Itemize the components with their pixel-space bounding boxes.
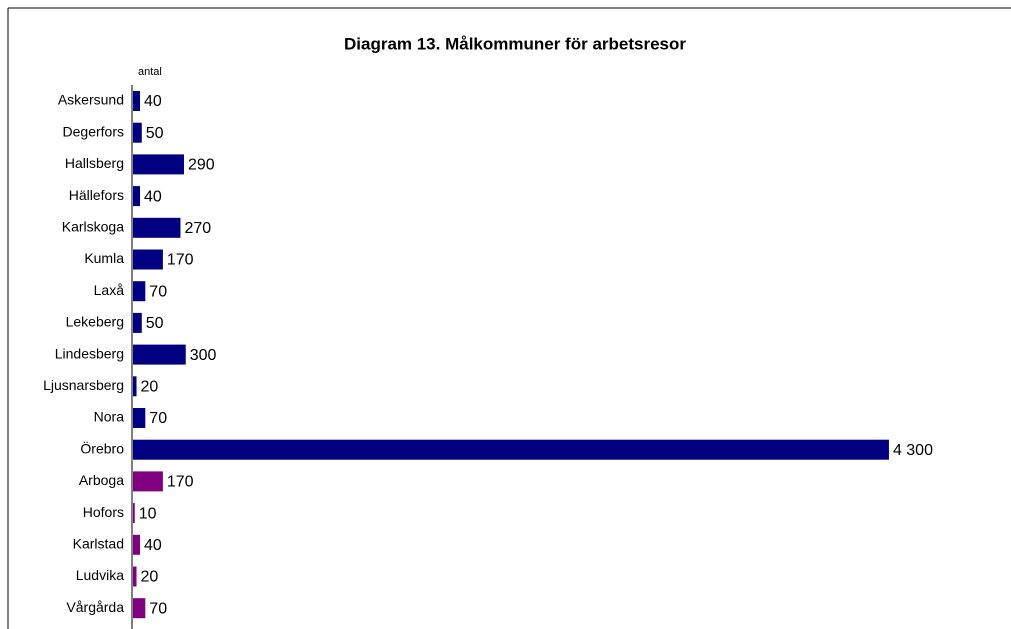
bar	[133, 91, 141, 111]
value-label: 70	[149, 283, 167, 300]
chart-title: Diagram 13. Målkommuner för arbetsresor	[344, 34, 686, 53]
category-label: Laxå	[94, 282, 125, 298]
category-label: Ljusnarsberg	[43, 377, 124, 393]
axis-label: antal	[138, 66, 162, 78]
category-label: Lekeberg	[66, 314, 124, 330]
value-label: 170	[167, 252, 194, 269]
value-label: 40	[144, 188, 162, 205]
category-label: Askersund	[58, 92, 124, 108]
bar	[133, 186, 141, 207]
category-label: Kumla	[84, 250, 124, 266]
category-label: Hofors	[83, 504, 124, 520]
bar	[133, 534, 141, 555]
value-label: 10	[139, 505, 157, 522]
value-label: 270	[184, 220, 211, 237]
bar	[133, 217, 181, 238]
category-label: Lindesberg	[55, 345, 124, 361]
value-label: 40	[144, 537, 162, 554]
category-label: Nora	[94, 409, 125, 425]
bar	[133, 249, 163, 270]
bar	[133, 598, 146, 619]
category-label: Hallsberg	[65, 155, 124, 171]
value-label: 20	[141, 569, 159, 586]
category-label: Ludvika	[76, 567, 124, 583]
bar	[133, 281, 146, 302]
bar	[133, 344, 186, 365]
bar	[133, 503, 135, 524]
value-label: 70	[149, 600, 167, 617]
bar	[133, 566, 137, 587]
value-label: 40	[144, 93, 162, 110]
value-label: 4 300	[893, 442, 933, 459]
bar	[133, 312, 142, 333]
bar	[133, 376, 137, 397]
value-label: 50	[146, 315, 164, 332]
value-label: 20	[141, 379, 159, 396]
bar	[133, 471, 163, 492]
category-label: Arboga	[79, 472, 124, 488]
value-label: 290	[188, 157, 215, 174]
category-label: Hällefors	[69, 187, 124, 203]
category-label: Karlskoga	[62, 219, 124, 235]
bar	[133, 122, 142, 143]
category-label: Vårgårda	[66, 599, 124, 615]
value-label: 50	[146, 125, 164, 142]
bar	[133, 408, 146, 428]
value-label: 170	[167, 474, 194, 491]
category-label: Degerfors	[63, 123, 124, 139]
value-label: 70	[149, 410, 167, 427]
value-label: 300	[190, 347, 217, 364]
bar	[133, 154, 184, 175]
bar	[133, 439, 889, 460]
category-label: Örebro	[80, 439, 124, 456]
category-label: Karlstad	[73, 536, 124, 552]
